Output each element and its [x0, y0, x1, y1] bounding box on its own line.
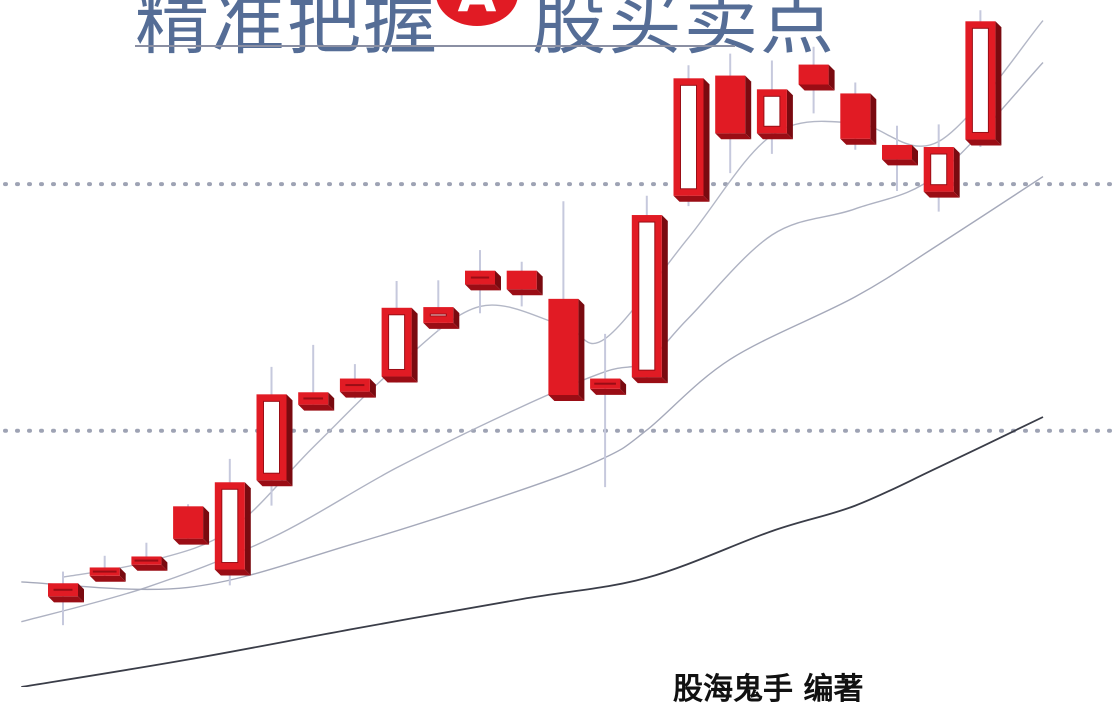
candle-body — [673, 78, 710, 202]
moving-average-line-3 — [21, 176, 1044, 591]
candle-body — [715, 75, 752, 140]
candle-bodies — [48, 21, 1002, 603]
candle-body — [840, 93, 877, 145]
candle-body — [756, 89, 793, 140]
candle-body — [48, 583, 84, 603]
cover-title-part1: 精准把握 — [135, 0, 439, 65]
cover-title-part2: 股买卖点 — [532, 0, 836, 65]
candle-body — [298, 392, 335, 411]
candle-body — [89, 567, 126, 582]
candle-body — [214, 482, 251, 576]
candle-body — [882, 144, 918, 166]
candle-body — [631, 215, 668, 384]
title-underline — [135, 45, 735, 47]
candle-body — [965, 21, 1002, 146]
candle-body — [381, 307, 418, 383]
candle-body — [590, 378, 627, 395]
moving-average-lines — [21, 20, 1044, 687]
candle-body — [256, 394, 293, 487]
author-credit: 股海鬼手 编著 — [673, 672, 864, 707]
moving-average-line-4 — [21, 416, 1044, 687]
candle-body — [339, 378, 376, 398]
candle-body — [923, 147, 960, 198]
candle-body — [423, 307, 460, 329]
candle-body — [548, 298, 585, 402]
candle-body — [173, 506, 210, 545]
candle-body — [506, 270, 543, 296]
candlestick-chart — [3, 10, 1112, 687]
candle-body — [131, 556, 168, 571]
candle-body — [798, 64, 835, 91]
candle-body — [465, 270, 501, 291]
